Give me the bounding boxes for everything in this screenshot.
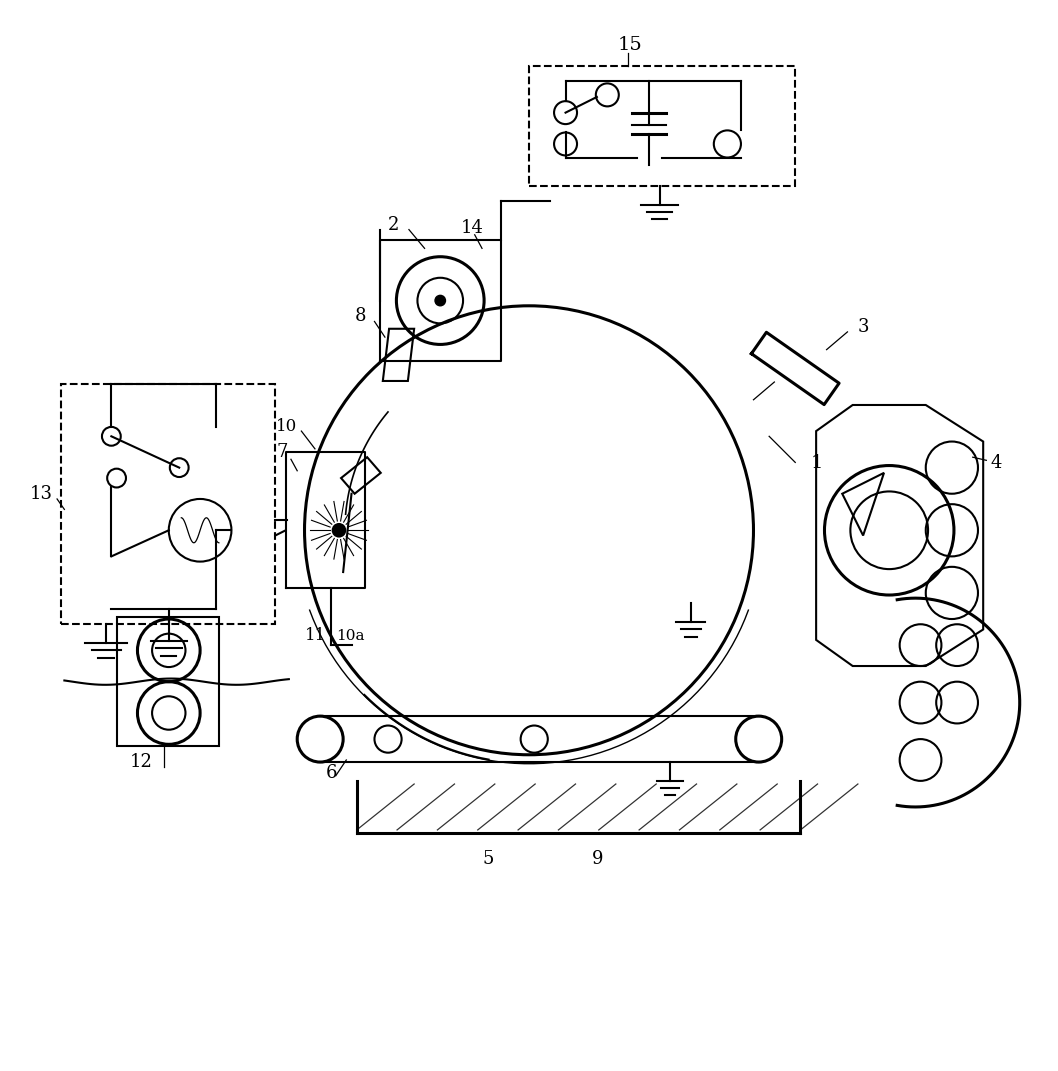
Text: 10: 10 — [276, 418, 297, 435]
Circle shape — [331, 523, 346, 538]
Text: 13: 13 — [30, 485, 53, 503]
Bar — [529, 65, 796, 185]
Text: 7: 7 — [276, 443, 288, 462]
Text: 9: 9 — [591, 850, 603, 869]
Text: 1: 1 — [810, 454, 823, 471]
Bar — [116, 617, 219, 746]
Text: 11: 11 — [305, 627, 326, 644]
Text: 8: 8 — [354, 307, 366, 326]
Text: 15: 15 — [618, 36, 642, 54]
Circle shape — [435, 296, 445, 306]
Text: 5: 5 — [482, 850, 493, 869]
Bar — [61, 384, 275, 624]
Text: 6: 6 — [326, 764, 336, 782]
Text: 14: 14 — [461, 218, 484, 237]
Text: 4: 4 — [990, 454, 1002, 471]
Text: 2: 2 — [388, 215, 400, 233]
Text: 10a: 10a — [335, 629, 364, 643]
Text: 12: 12 — [130, 753, 153, 771]
Text: 3: 3 — [858, 318, 870, 336]
